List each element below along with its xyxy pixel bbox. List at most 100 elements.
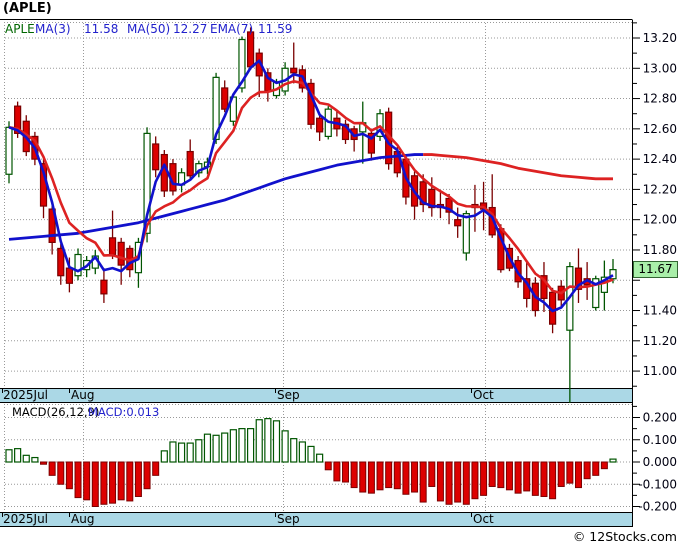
legend-ma3-label: MA(3) xyxy=(35,22,71,36)
macd-bar xyxy=(583,461,591,480)
macd-bar xyxy=(307,445,315,463)
price-axis-label: 12.80 xyxy=(643,92,677,106)
price-axis-label: 12.40 xyxy=(643,152,677,166)
price-axis-label: 11.20 xyxy=(643,334,677,348)
macd-bar xyxy=(83,461,91,501)
macd-bar xyxy=(454,461,462,503)
macd-bar xyxy=(540,461,548,497)
candle-body xyxy=(247,31,255,68)
macd-bar xyxy=(549,461,557,500)
macd-axis-label: 0.200 xyxy=(643,411,677,425)
month-label: Oct xyxy=(473,388,494,402)
macd-bar xyxy=(505,461,513,491)
candle-body xyxy=(540,275,548,300)
macd-bar xyxy=(91,461,99,507)
price-axis-label: 12.20 xyxy=(643,182,677,196)
macd-bar xyxy=(480,461,488,496)
legend-ma50-value: 12.27 xyxy=(173,22,208,36)
candle-body xyxy=(186,150,194,177)
candle-body xyxy=(376,113,384,138)
macd-bar xyxy=(212,434,220,463)
macd-bar xyxy=(160,450,168,463)
macd-bar xyxy=(488,461,496,487)
macd-bar xyxy=(557,461,565,487)
legend-ma50-label: MA(50) xyxy=(127,22,171,36)
macd-bar xyxy=(316,453,324,463)
candle-body xyxy=(65,267,74,284)
candle-body xyxy=(419,181,427,206)
candle-body xyxy=(428,188,436,209)
macd-bar xyxy=(574,461,582,489)
macd-bar xyxy=(186,442,194,463)
macd-axis-label: -0.100 xyxy=(638,477,677,491)
macd-bar xyxy=(134,461,142,497)
candle-body xyxy=(108,237,117,256)
macd-bar xyxy=(592,461,600,476)
macd-param-label: MACD(26,12,9) xyxy=(12,405,100,419)
macd-bar xyxy=(247,428,255,463)
macd-bar xyxy=(471,461,479,500)
candle-body xyxy=(74,253,82,277)
candle-body xyxy=(117,241,125,266)
date-axis-band: 2025Jul Aug Sep Oct xyxy=(0,388,633,403)
macd-bar xyxy=(5,449,13,463)
macd-bar xyxy=(109,461,117,504)
macd-axis-label: 0.100 xyxy=(643,433,677,447)
ma3-line xyxy=(8,59,614,313)
macd-bar xyxy=(359,461,367,493)
chart-legend: APLE MA(3) 11.58 MA(50) 12.27 EMA(7) 11.… xyxy=(0,22,400,36)
month-label: Aug xyxy=(71,512,95,526)
month-label: Oct xyxy=(473,512,494,526)
macd-bar xyxy=(221,432,229,463)
month-label: Aug xyxy=(71,388,95,402)
macd-bar xyxy=(324,461,332,471)
candle-body xyxy=(341,123,350,141)
candle-body xyxy=(454,219,462,227)
page-title: (APLE) xyxy=(3,1,52,16)
macd-bar xyxy=(203,433,212,463)
legend-ema7-label: EMA(7) xyxy=(210,22,254,36)
candle-body xyxy=(221,87,229,110)
macd-bar xyxy=(600,461,608,470)
month-label: 2025Jul xyxy=(3,388,49,402)
macd-bar xyxy=(272,420,281,463)
candle-body xyxy=(57,247,65,277)
last-price-badge: 11.67 xyxy=(633,261,678,278)
macd-bar xyxy=(57,461,65,485)
macd-bar xyxy=(497,461,505,489)
price-axis-label: 11.80 xyxy=(643,243,677,257)
macd-bar xyxy=(255,419,263,463)
macd-bar xyxy=(367,461,375,494)
macd-bar xyxy=(281,430,289,463)
macd-bar xyxy=(126,461,134,502)
candle-body xyxy=(367,132,376,154)
macd-bar xyxy=(462,461,470,505)
legend-ma3-value: 11.58 xyxy=(84,22,119,36)
macd-bar xyxy=(609,458,617,463)
candle-body xyxy=(14,105,22,134)
candle-body xyxy=(100,279,108,295)
candle-body xyxy=(238,38,246,89)
macd-bar xyxy=(376,461,384,491)
macd-bar xyxy=(152,461,160,476)
macd-bar xyxy=(264,418,272,463)
macd-bar xyxy=(143,461,151,490)
macd-bar xyxy=(402,461,410,495)
price-axis-label: 12.00 xyxy=(643,213,677,227)
macd-bar xyxy=(65,461,73,490)
candle-body xyxy=(445,197,453,213)
copyright-text: © 12Stocks.com xyxy=(572,529,677,544)
macd-bar xyxy=(31,456,39,463)
macd-bar xyxy=(333,461,341,482)
macd-bar xyxy=(350,461,358,489)
macd-bar xyxy=(74,461,82,499)
candle-body xyxy=(48,208,56,243)
candle-body xyxy=(290,67,298,74)
candle-body xyxy=(600,276,608,293)
macd-bar xyxy=(428,461,436,487)
macd-bar xyxy=(514,461,522,494)
price-axis-label: 13.20 xyxy=(643,31,677,45)
macd-value-label: MACD:0.013 xyxy=(88,405,160,419)
price-axis-label: 12.60 xyxy=(643,122,677,136)
